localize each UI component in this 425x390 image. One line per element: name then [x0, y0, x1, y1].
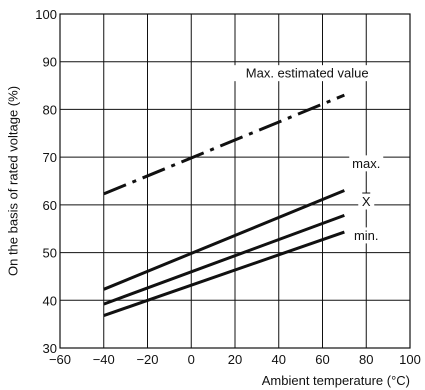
x-tick-label: −60	[49, 352, 71, 367]
plot-frame	[59, 13, 411, 349]
series-lines	[103, 93, 345, 317]
x-axis-label: Ambient temperature (°C)	[262, 373, 410, 388]
legend-label-background-max-estimated	[231, 65, 384, 82]
y-axis-label: On the basis of rated voltage (%)	[5, 86, 20, 276]
series-line	[103, 189, 345, 291]
x-tick-label: 60	[315, 352, 329, 367]
series-line-dash-dot	[103, 93, 345, 196]
series-line	[103, 213, 345, 306]
y-tick-label: 70	[43, 150, 57, 165]
x-tick-labels: −60 −40 −20 0 20 40 60 80 100	[49, 352, 421, 367]
legend-label-background-min	[351, 227, 382, 244]
series-label-max: max.	[352, 156, 380, 171]
y-tick-label: 50	[43, 246, 57, 261]
y-tick-label: 80	[43, 102, 57, 117]
y-tick-label: 60	[43, 198, 57, 213]
x-tick-label: 20	[228, 352, 242, 367]
series-label-min: min.	[354, 228, 379, 243]
y-tick-label: 100	[35, 7, 57, 22]
series-label-max-estimated-value: Max. estimated value	[246, 66, 369, 81]
series-label-mean-x: X	[362, 194, 371, 209]
legend-label-background-mean	[358, 193, 375, 210]
x-tick-label: 100	[399, 352, 421, 367]
x-tick-label: −20	[136, 352, 158, 367]
y-tick-labels: 30 40 50 60 70 80 90 100	[35, 7, 57, 356]
legend-label-background-max	[349, 155, 384, 172]
y-tick-label: 30	[43, 341, 57, 356]
x-tick-label: 0	[188, 352, 195, 367]
grid	[60, 14, 410, 348]
y-tick-label: 90	[43, 55, 57, 70]
x-tick-label: −40	[93, 352, 115, 367]
x-tick-label: 80	[359, 352, 373, 367]
y-tick-label: 40	[43, 293, 57, 308]
x-tick-label: 40	[272, 352, 286, 367]
series-line	[103, 230, 345, 317]
